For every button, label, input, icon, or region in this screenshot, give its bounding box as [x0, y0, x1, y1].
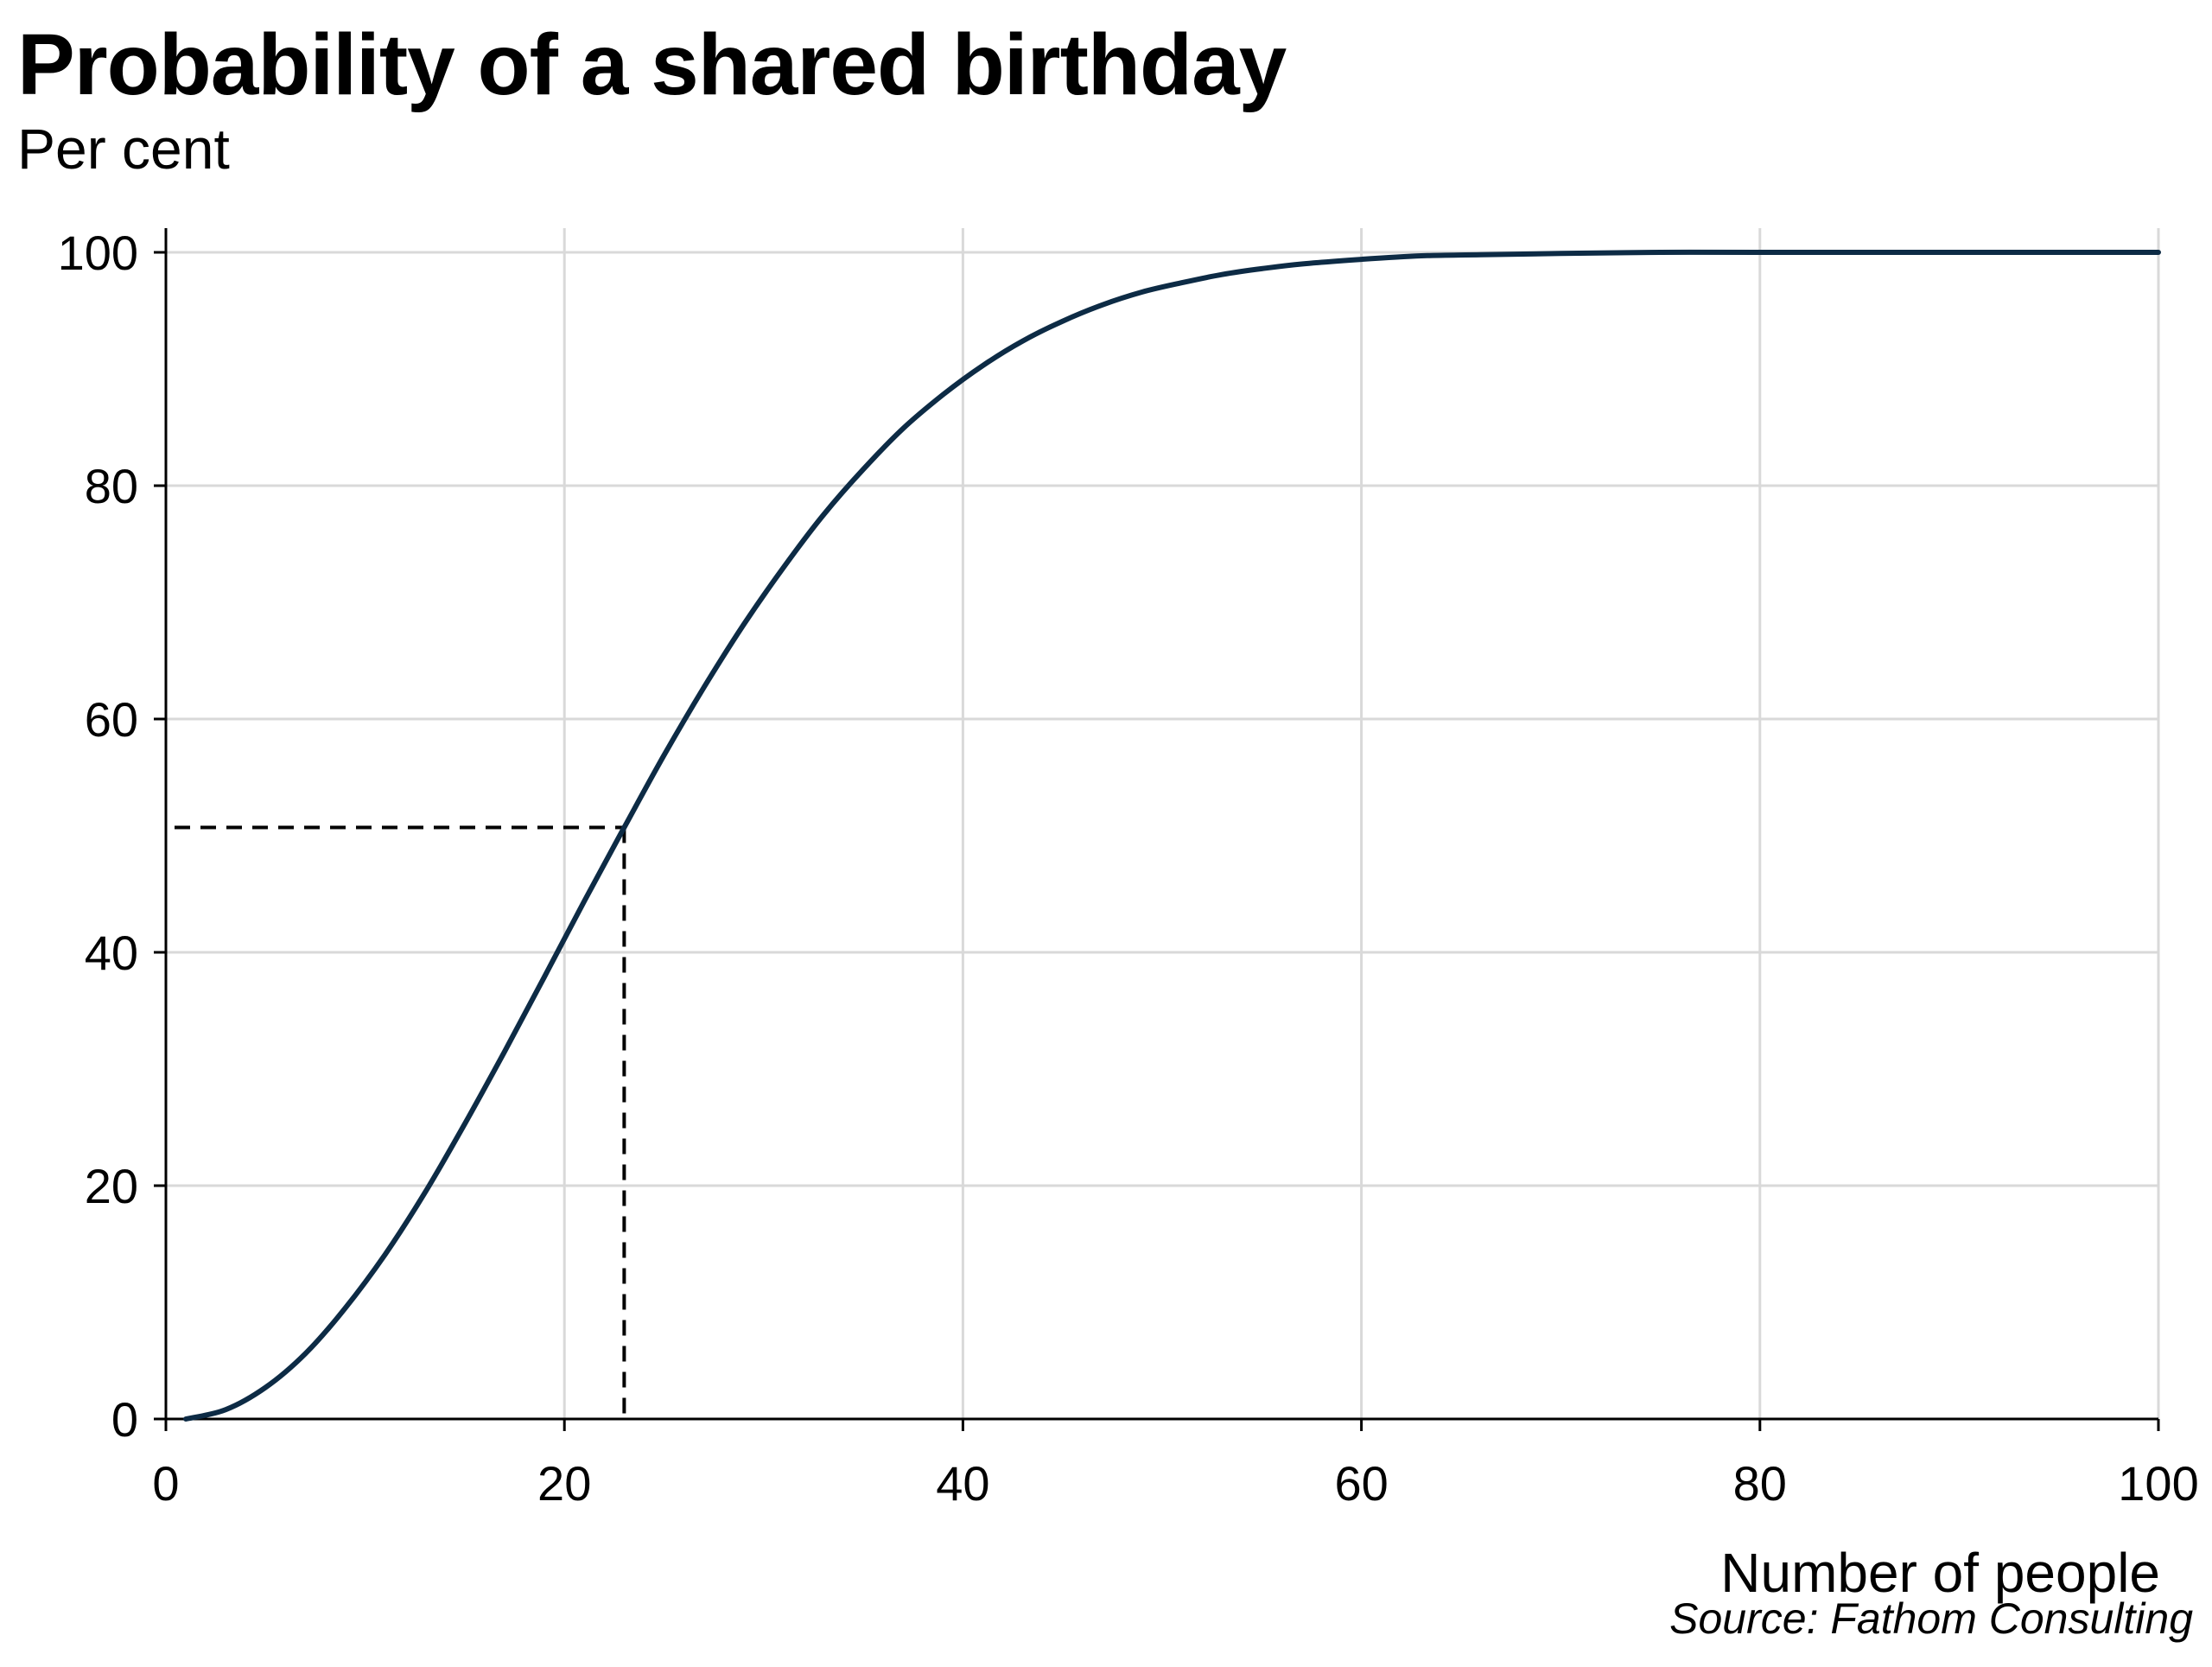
y-tick-label: 0	[111, 1392, 138, 1447]
tick-labels: 0 20 40 60 80 100 0 20 40 60 80 100	[58, 226, 2199, 1511]
chart-title: Probability of a shared birthday	[17, 16, 1287, 113]
chart-subtitle: Per cent	[17, 117, 230, 181]
x-tick-label: 40	[936, 1456, 989, 1511]
gridlines	[166, 228, 2160, 1419]
x-tick-label: 0	[152, 1456, 179, 1511]
y-tick-label: 100	[58, 226, 138, 280]
fifty-percent-guide	[175, 825, 626, 1419]
x-tick-label: 80	[1733, 1456, 1787, 1511]
y-tick-label: 60	[85, 692, 138, 747]
x-tick-label: 20	[537, 1456, 591, 1511]
x-axis-title: Number of people	[1720, 1542, 2160, 1604]
y-tick-label: 20	[85, 1159, 138, 1213]
x-tick-label: 60	[1334, 1456, 1388, 1511]
x-tick-label: 100	[2118, 1456, 2198, 1511]
source-note: Source: Fathom Consulting	[1669, 1594, 2193, 1643]
y-tick-label: 80	[85, 459, 138, 513]
y-tick-label: 40	[85, 926, 138, 980]
probability-series-line	[183, 249, 2161, 1422]
series-layer	[183, 249, 2161, 1422]
axes	[154, 228, 2160, 1431]
